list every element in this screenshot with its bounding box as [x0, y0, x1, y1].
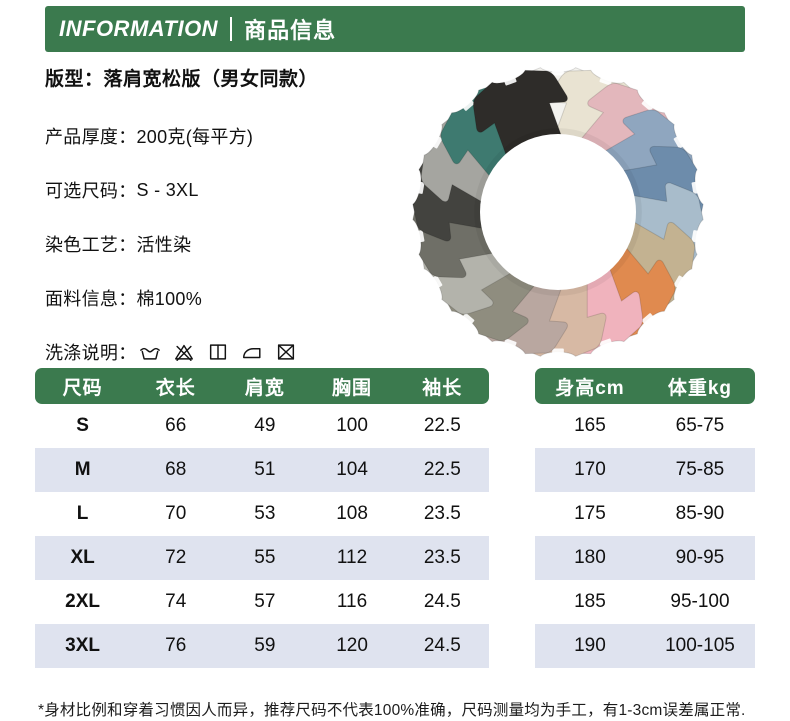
table-cell: 49 — [254, 415, 276, 436]
table-cell: 72 — [130, 536, 222, 580]
table-cell: 175 — [574, 503, 606, 524]
iron-icon — [242, 348, 261, 359]
size-table-header-row: 尺码 衣长 肩宽 胸围 袖长 — [35, 368, 489, 404]
info-value: 200克(每平方) — [136, 127, 254, 147]
product-info: 版型：落肩宽松版（男女同款） 产品厚度： 200克(每平方) 可选尺码： S - 3… — [45, 64, 375, 393]
column-header: 衣长 — [130, 368, 222, 404]
table-cell: 85-90 — [675, 503, 725, 524]
hand-wash-icon — [139, 347, 160, 360]
table-cell: 65-75 — [675, 415, 725, 436]
column-header: 身高cm — [534, 368, 645, 404]
table-cell: 22.5 — [395, 448, 489, 492]
info-row-care: 洗涤说明： — [45, 339, 375, 365]
size-table: 尺码 衣长 肩宽 胸围 袖长 S 66 49 100 22.5 M 68 51 … — [35, 368, 489, 668]
table-row: M 68 51 104 22.5 — [35, 448, 489, 492]
table-row: 185 95-100 — [535, 580, 755, 624]
table-cell: 165 — [574, 415, 606, 436]
table-cell: 75-85 — [644, 448, 755, 492]
table-cell: 170 — [534, 448, 645, 492]
table-cell: XL — [35, 536, 131, 580]
table-cell: 70 — [165, 503, 187, 524]
table-cell: 190 — [534, 624, 645, 668]
table-cell: 22.5 — [423, 415, 461, 436]
table-row: 175 85-90 — [535, 492, 755, 536]
table-row: 3XL 76 59 120 24.5 — [35, 624, 489, 668]
info-row-thickness: 产品厚度： 200克(每平方) — [45, 123, 375, 149]
table-cell: 66 — [165, 415, 187, 436]
column-header: 胸围 — [308, 368, 396, 404]
info-label: 洗涤说明： — [45, 343, 137, 363]
header-title-en: INFORMATION — [59, 16, 219, 41]
table-row: 180 90-95 — [534, 536, 755, 580]
column-header: 袖长 — [395, 368, 489, 404]
table-cell: 74 — [165, 591, 187, 612]
table-cell: 59 — [221, 624, 309, 668]
table-cell: L — [76, 503, 89, 524]
table-cell: 116 — [336, 591, 368, 612]
table-cell: 185 — [574, 591, 606, 612]
care-icon-strip — [139, 341, 297, 363]
info-value: 棉100% — [136, 289, 203, 309]
fit-line: 版型：落肩宽松版（男女同款） — [45, 64, 375, 91]
table-cell: 24.5 — [423, 591, 461, 612]
table-cell: 23.5 — [395, 536, 489, 580]
table-cell: 100-105 — [644, 624, 755, 668]
table-cell: 24.5 — [395, 624, 489, 668]
height-weight-table: 身高cm 体重kg 165 65-75 170 75-85 175 85-90 … — [534, 368, 755, 668]
column-header: 尺码 — [35, 368, 131, 404]
wheel-center-circle — [480, 134, 636, 290]
table-cell: 108 — [336, 503, 368, 524]
header-title-zh: 商品信息 — [244, 18, 337, 43]
table-row: XL 72 55 112 23.5 — [35, 536, 489, 580]
table-cell: 180 — [534, 536, 645, 580]
table-row: 190 100-105 — [534, 624, 755, 668]
table-cell: 112 — [308, 536, 396, 580]
no-bleach-icon — [174, 344, 193, 361]
table-cell: S — [76, 415, 89, 436]
table-cell: 100 — [336, 415, 368, 436]
footnote: *身材比例和穿着习惯因人而异，推荐尺码不代表100%准确，尺码测量均为手工，有1… — [38, 701, 746, 719]
table-cell: 3XL — [35, 624, 131, 668]
table-cell: 90-95 — [644, 536, 755, 580]
info-value: 活性染 — [136, 235, 192, 255]
table-cell: 51 — [221, 448, 309, 492]
table-row: S 66 49 100 22.5 — [35, 404, 489, 448]
table-cell: 2XL — [65, 591, 101, 612]
info-label: 可选尺码： — [45, 181, 137, 201]
table-cell: 95-100 — [670, 591, 730, 612]
table-cell: 53 — [254, 503, 276, 524]
shirt-color-wheel — [402, 56, 714, 368]
fit-value: 落肩宽松版（男女同款） — [103, 69, 319, 90]
table-cell: 104 — [308, 448, 396, 492]
info-row-sizes: 可选尺码： S - 3XL — [45, 177, 375, 203]
info-label: 产品厚度： — [45, 127, 137, 147]
column-header: 肩宽 — [221, 368, 309, 404]
table-cell: M — [35, 448, 131, 492]
table-cell: 76 — [130, 624, 222, 668]
table-row: 165 65-75 — [535, 404, 755, 448]
info-label: 面料信息： — [45, 289, 137, 309]
line-dry-icon — [209, 344, 226, 360]
hw-table-header-row: 身高cm 体重kg — [534, 368, 755, 404]
info-value: S - 3XL — [136, 179, 199, 200]
tables-section: 尺码 衣长 肩宽 胸围 袖长 S 66 49 100 22.5 M 68 51 … — [35, 368, 755, 668]
table-row: L 70 53 108 23.5 — [35, 492, 489, 536]
table-row: 2XL 74 57 116 24.5 — [35, 580, 489, 624]
table-cell: 57 — [254, 591, 276, 612]
table-row: 170 75-85 — [534, 448, 755, 492]
header-divider — [230, 17, 233, 41]
fit-label: 版型： — [45, 69, 104, 90]
table-cell: 120 — [308, 624, 396, 668]
table-cell: 23.5 — [423, 503, 461, 524]
section-header: INFORMATION 商品信息 — [45, 6, 745, 52]
table-cell: 55 — [221, 536, 309, 580]
table-cell: 68 — [130, 448, 222, 492]
info-row-fabric: 面料信息： 棉100% — [45, 285, 375, 311]
column-header: 体重kg — [644, 368, 755, 404]
info-row-dye: 染色工艺： 活性染 — [45, 231, 375, 257]
info-label: 染色工艺： — [45, 235, 137, 255]
no-tumble-dry-icon — [277, 344, 294, 360]
